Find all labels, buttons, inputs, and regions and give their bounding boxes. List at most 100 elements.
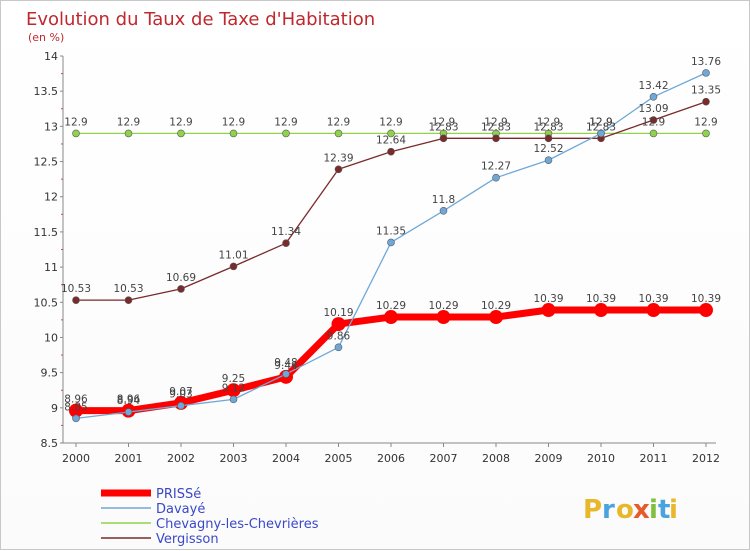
x-tick-label: 2012 <box>692 452 720 465</box>
data-point <box>436 310 451 325</box>
data-label: 13.35 <box>691 85 721 97</box>
data-point <box>544 134 553 143</box>
data-point <box>72 414 80 423</box>
y-tick-label: 12 <box>44 191 58 204</box>
data-label: 10.39 <box>586 293 616 305</box>
y-tick-label: 10.5 <box>34 296 59 309</box>
data-label: 9.86 <box>327 330 351 342</box>
data-label: 12.64 <box>376 135 406 147</box>
data-label: 10.53 <box>61 283 91 295</box>
data-label: 9.03 <box>169 389 192 401</box>
data-label: 13.76 <box>691 56 721 68</box>
x-tick-label: 2006 <box>377 452 405 465</box>
data-label: 8.96 <box>64 394 88 406</box>
data-point <box>282 370 290 378</box>
data-point <box>699 303 713 318</box>
y-tick-label: 14 <box>44 50 58 63</box>
data-label: 10.29 <box>376 300 406 312</box>
data-label: 12.9 <box>117 116 140 128</box>
y-tick-label: 13.5 <box>34 85 59 98</box>
data-point <box>544 156 553 164</box>
data-label: 12.83 <box>586 121 616 133</box>
series-layer <box>69 69 713 423</box>
data-label: 12.9 <box>222 116 245 128</box>
data-point <box>594 303 608 318</box>
logo-letter: r <box>602 495 615 525</box>
y-tick-label: 11 <box>44 261 58 274</box>
data-label: 13.42 <box>638 80 668 92</box>
data-label: 12.9 <box>589 116 612 128</box>
data-point <box>387 147 395 156</box>
data-label: 8.96 <box>117 394 141 406</box>
data-point <box>387 238 395 247</box>
data-label: 12.9 <box>537 116 560 128</box>
data-label: 12.9 <box>327 116 350 128</box>
data-label: 9.48 <box>274 357 297 369</box>
data-point <box>541 303 556 318</box>
x-tick-label: 2001 <box>115 452 143 465</box>
data-label: 11.34 <box>271 226 301 238</box>
data-point <box>702 69 710 77</box>
data-label: 10.53 <box>113 283 143 295</box>
data-point <box>72 296 80 304</box>
data-point <box>489 310 503 325</box>
y-tick-label: 12.5 <box>34 156 59 169</box>
data-label: 12.83 <box>533 121 563 133</box>
data-label: 9.12 <box>222 382 245 394</box>
data-point <box>439 134 448 143</box>
data-label: 9.44 <box>274 360 298 372</box>
data-point <box>177 285 185 293</box>
data-point <box>439 207 448 215</box>
data-label: 11.35 <box>376 225 406 237</box>
data-label: 12.9 <box>274 116 297 128</box>
y-tick-label: 9.5 <box>41 367 59 380</box>
data-point <box>229 129 238 138</box>
data-label: 12.27 <box>481 161 511 173</box>
data-label: 10.39 <box>533 293 563 305</box>
data-labels: 8.96 8.96 9.07 9.25 9.44 10.19 10.29 10.29 10.29… <box>61 56 721 413</box>
data-label: 10.29 <box>428 300 458 312</box>
legend-label: PRISSé <box>156 487 201 502</box>
data-label: 12.9 <box>432 116 455 128</box>
x-tick-label: 2000 <box>62 452 90 465</box>
data-label: 12.52 <box>533 143 563 155</box>
data-label: 12.9 <box>642 116 665 128</box>
data-point <box>282 129 290 138</box>
data-label: 12.9 <box>169 116 192 128</box>
x-tick-label: 2004 <box>272 452 300 465</box>
x-tick-label: 2005 <box>325 452 353 465</box>
data-label: 12.9 <box>589 116 612 128</box>
data-point <box>649 93 658 101</box>
data-label: 12.9 <box>379 116 402 128</box>
data-point <box>334 129 343 138</box>
logo-letter: i <box>669 495 678 525</box>
legend: PRISSéDavayéChevagny-les-ChevrièresVergi… <box>101 487 319 547</box>
x-tick-label: 2009 <box>535 452 563 465</box>
data-label: 8.94 <box>117 395 141 407</box>
data-point <box>124 408 133 416</box>
data-point <box>229 395 238 404</box>
data-label: 10.69 <box>166 272 196 284</box>
data-point <box>387 129 395 138</box>
data-point <box>492 173 500 182</box>
data-label: 12.9 <box>484 116 507 128</box>
data-label: 9.07 <box>169 386 192 398</box>
data-label: 8.85 <box>64 401 87 413</box>
data-label: 10.39 <box>638 293 668 305</box>
data-point <box>334 343 343 352</box>
logo-letter: t <box>658 495 670 525</box>
data-point <box>702 97 710 106</box>
data-point <box>331 317 346 332</box>
data-label: 12.9 <box>64 116 87 128</box>
data-point <box>282 239 290 247</box>
x-tick-label: 2011 <box>640 452 668 465</box>
data-label: 12.83 <box>481 121 511 133</box>
data-point <box>177 129 185 138</box>
data-label: 10.29 <box>481 300 511 312</box>
data-point <box>384 310 398 325</box>
data-label: 12.83 <box>428 121 458 133</box>
data-point <box>124 296 133 304</box>
